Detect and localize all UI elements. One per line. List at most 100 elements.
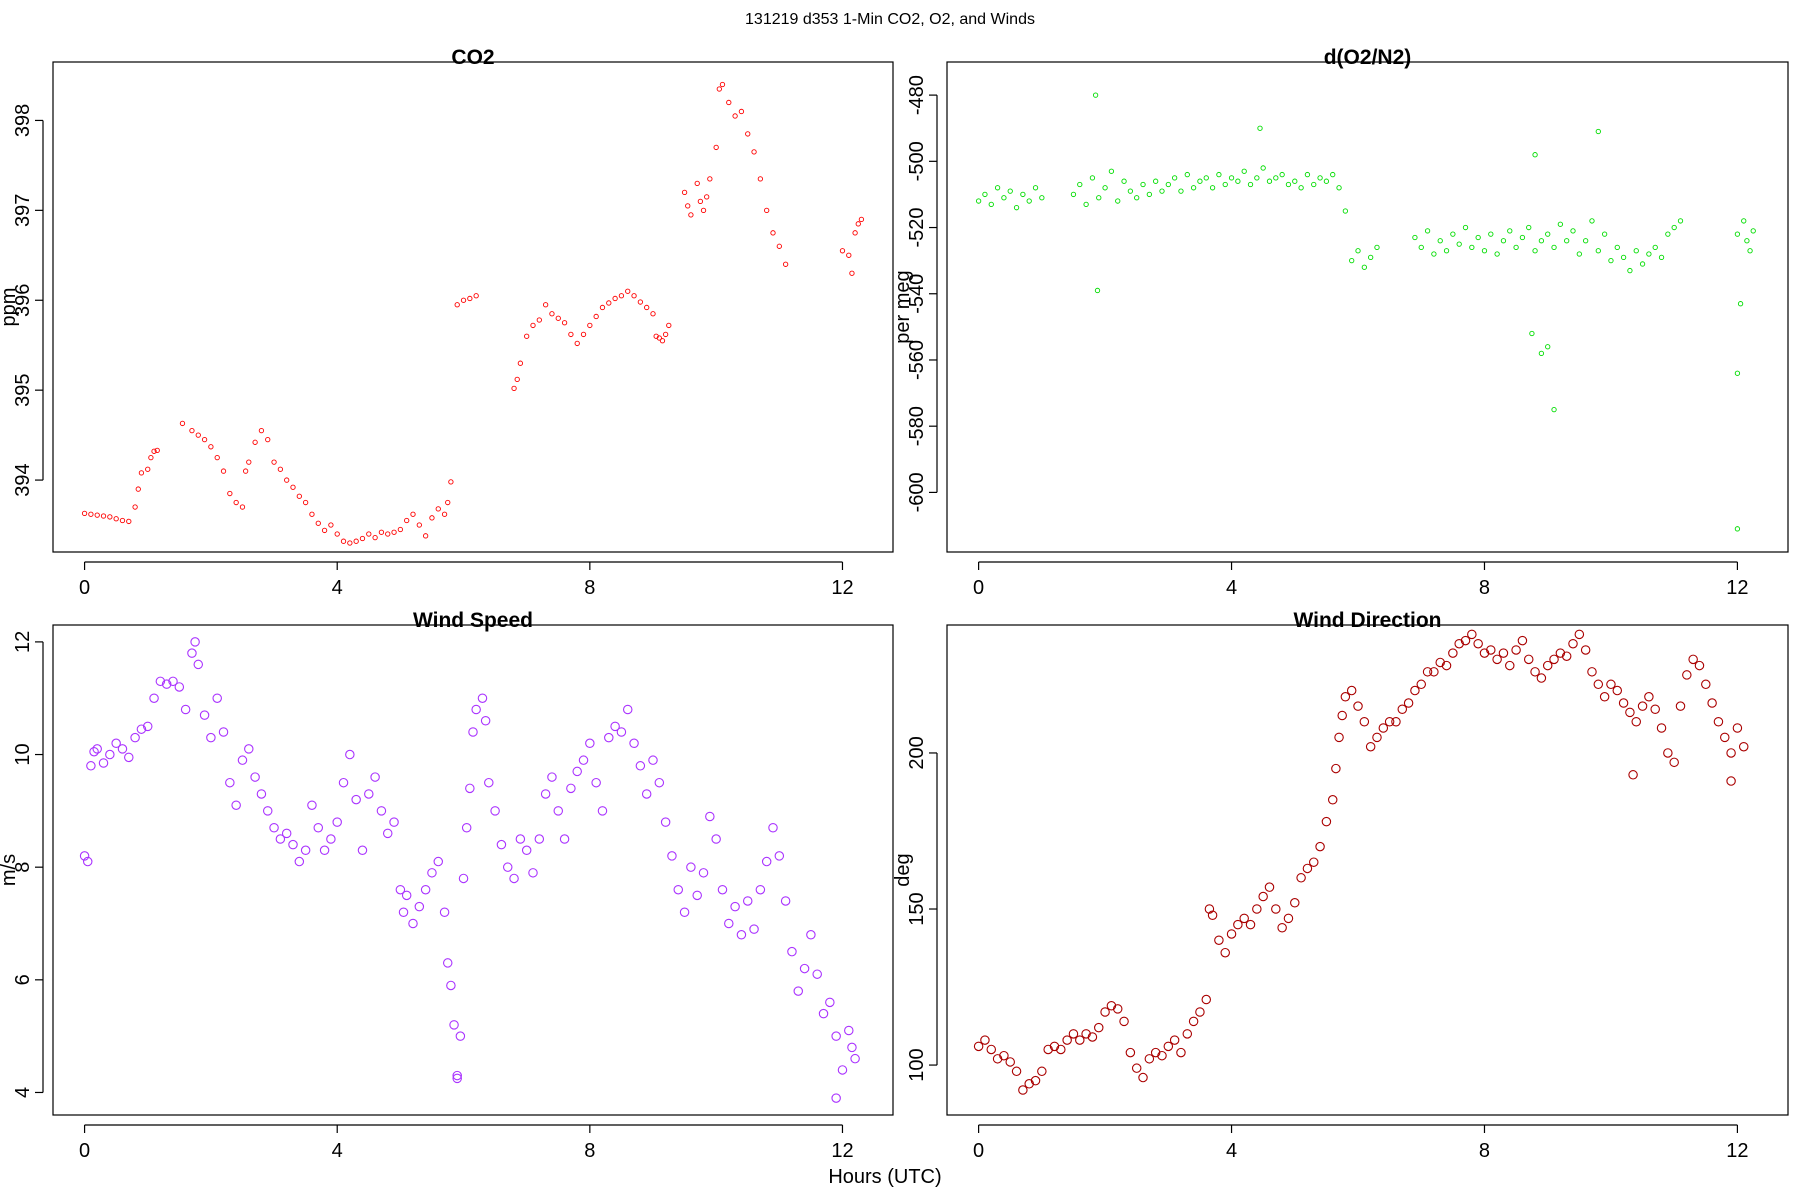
wind-direction-data-point xyxy=(1207,910,1218,921)
wind-speed-x-tick-label: 8 xyxy=(584,1140,595,1162)
wind-direction-data-point xyxy=(1410,685,1420,696)
wind-speed-data-point xyxy=(818,1008,829,1019)
wind-speed-data-point xyxy=(711,834,721,844)
wind-speed-data-point xyxy=(190,637,200,647)
wind-direction-data-point xyxy=(1473,638,1483,649)
co2-data-point xyxy=(214,454,220,461)
wind-speed-data-point xyxy=(742,896,753,906)
co2-data-point xyxy=(858,216,865,222)
o2-y-tick-label: -540 xyxy=(906,274,928,314)
co2-data-point xyxy=(328,522,334,528)
co2-data-point xyxy=(132,504,138,510)
wind-speed-data-point xyxy=(755,884,766,895)
wind-speed-data-point xyxy=(212,693,222,703)
o2-data-point xyxy=(1374,244,1380,251)
o2-data-point xyxy=(1273,175,1279,181)
o2-data-point xyxy=(1734,231,1741,237)
wind-direction-data-point xyxy=(999,1050,1009,1061)
wind-speed-data-point xyxy=(218,727,229,737)
o2-data-point xyxy=(1216,171,1222,178)
o2-data-point xyxy=(1450,231,1456,237)
wind-speed-data-point xyxy=(398,907,409,917)
wind-direction-x-tick-label: 0 xyxy=(973,1140,984,1162)
co2-data-point xyxy=(429,515,435,521)
o2-data-point xyxy=(1564,238,1570,244)
co2-data-point xyxy=(258,427,265,434)
wind-speed-data-point xyxy=(837,1065,848,1075)
wind-direction-data-point xyxy=(1587,667,1597,677)
wind-direction-y-tick-label: 200 xyxy=(906,736,928,769)
o2-data-point xyxy=(982,191,988,198)
wind-direction-data-point xyxy=(1498,648,1509,658)
wind-speed-data-point xyxy=(844,1025,854,1036)
wind-speed-data-point xyxy=(262,806,273,816)
wind-direction-data-point xyxy=(1150,1047,1161,1058)
co2-data-point xyxy=(233,499,239,506)
o2-data-point xyxy=(1190,185,1197,191)
o2-data-point xyxy=(1279,171,1285,178)
o2-data-point xyxy=(1532,152,1538,158)
wind-direction-ylabel: deg xyxy=(892,853,914,886)
o2-data-point xyxy=(1323,178,1330,184)
o2-data-point xyxy=(1140,181,1146,188)
wind-speed-data-point xyxy=(597,806,608,816)
o2-data-point xyxy=(1092,92,1099,98)
wind-speed-data-point xyxy=(414,901,425,912)
o2-panel: d(O2/N2) 0 4 8 12 -480 -500 -520 -540 -560 -580 -60… xyxy=(892,46,1789,599)
o2-data-point xyxy=(1570,228,1576,234)
o2-data-point xyxy=(1165,181,1171,188)
wind-speed-data-point xyxy=(82,856,93,867)
o2-data-point xyxy=(1026,198,1032,204)
o2-x-tick-label: 12 xyxy=(1726,577,1748,599)
o2-data-point xyxy=(1083,201,1089,208)
co2-data-point xyxy=(757,176,764,182)
wind-direction-y-tick-label: 150 xyxy=(906,892,928,925)
wind-speed-data-point xyxy=(180,704,191,715)
wind-speed-data-point xyxy=(484,777,494,788)
co2-data-point xyxy=(220,468,227,474)
wind-speed-data-point xyxy=(442,958,453,968)
o2-data-point xyxy=(1529,330,1535,337)
wind-speed-data-point xyxy=(446,980,456,991)
co2-data-point xyxy=(445,499,451,506)
o2-data-point xyxy=(1257,125,1263,131)
o2-y-tick-label: -600 xyxy=(906,472,928,512)
co2-data-point xyxy=(340,538,347,544)
wind-speed-data-point xyxy=(86,761,96,771)
o2-data-point xyxy=(1121,178,1127,184)
co2-data-point xyxy=(599,304,606,311)
wind-direction-data-point xyxy=(1517,635,1528,646)
wind-speed-data-point xyxy=(395,884,406,895)
wind-direction-data-point xyxy=(1663,748,1673,758)
wind-direction-data-point xyxy=(1435,657,1445,668)
co2-data-point xyxy=(290,484,296,490)
wind-direction-data-point xyxy=(1694,660,1705,671)
wind-direction-data-point xyxy=(1505,660,1515,671)
wind-speed-y-tick-label: 12 xyxy=(12,631,34,653)
wind-speed-data-point xyxy=(427,868,437,878)
co2-data-point xyxy=(100,513,107,519)
o2-data-point xyxy=(1734,526,1741,532)
wind-direction-data-point xyxy=(1302,863,1313,874)
co2-data-point xyxy=(514,376,520,383)
o2-data-point xyxy=(1096,195,1102,201)
wind-speed-ylabel: m/s xyxy=(0,854,20,886)
wind-speed-data-point xyxy=(250,772,260,782)
wind-direction-data-point xyxy=(1403,698,1414,708)
o2-data-point xyxy=(1747,248,1753,254)
wind-speed-data-point xyxy=(641,789,652,799)
wind-speed-data-point xyxy=(345,749,355,760)
wind-direction-data-point xyxy=(1416,679,1426,690)
wind-speed-data-point xyxy=(496,839,507,850)
wind-speed-data-point xyxy=(736,930,747,940)
wind-speed-data-point xyxy=(187,648,197,658)
wind-speed-data-point xyxy=(635,761,646,771)
wind-direction-data-point xyxy=(1290,898,1300,908)
wind-direction-plot-frame xyxy=(946,624,1789,1116)
o2-x-tick-label: 4 xyxy=(1226,577,1237,599)
co2-x-tick-label: 0 xyxy=(79,577,90,599)
wind-direction-data-point xyxy=(1169,1035,1180,1045)
o2-plot-frame xyxy=(946,61,1789,553)
wind-speed-data-point xyxy=(269,823,279,833)
co2-data-point xyxy=(321,527,328,534)
